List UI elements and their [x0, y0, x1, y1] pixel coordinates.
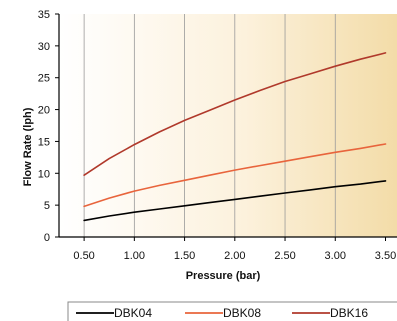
y-tick-label: 35	[38, 9, 50, 21]
x-tick-label: 3.50	[375, 250, 396, 262]
legend: DBK04 DBK08 DBK16	[67, 301, 397, 321]
y-tick-label: 15	[38, 136, 50, 148]
x-tick-label: 2.00	[224, 250, 245, 262]
y-axis-title: Flow Rate (lph)	[22, 107, 34, 186]
axes	[58, 14, 397, 238]
x-axis-title: Pressure (bar)	[186, 270, 261, 282]
series-lines	[83, 52, 387, 222]
legend-label-dbk16: DBK16	[330, 306, 368, 320]
y-tick-label: 20	[38, 105, 50, 117]
legend-label-dbk04: DBK04	[114, 306, 152, 320]
x-tick-label: 0.50	[73, 250, 94, 262]
series-line-dbk16	[83, 52, 387, 176]
x-tick-label: 1.00	[124, 250, 145, 262]
plot-background	[59, 14, 397, 237]
y-tick-label: 10	[38, 168, 50, 180]
grid	[83, 14, 336, 237]
series-line-dbk04	[83, 180, 387, 222]
x-tick-labels: 0.50 1.00 1.50 2.00 2.50 3.00 3.50	[73, 237, 396, 262]
y-tick-label: 30	[38, 41, 50, 53]
legend-box	[67, 301, 397, 321]
y-tick-label: 25	[38, 73, 50, 85]
legend-label-dbk08: DBK08	[223, 306, 261, 320]
x-tick-label: 2.50	[274, 250, 295, 262]
x-tick-label: 3.00	[325, 250, 346, 262]
y-tick-labels: 0 5 10 15 20 25 30 35	[38, 9, 59, 244]
y-tick-label: 0	[44, 232, 50, 244]
x-tick-label: 1.50	[174, 250, 195, 262]
series-line-dbk08	[83, 143, 387, 208]
y-tick-label: 5	[44, 200, 50, 212]
